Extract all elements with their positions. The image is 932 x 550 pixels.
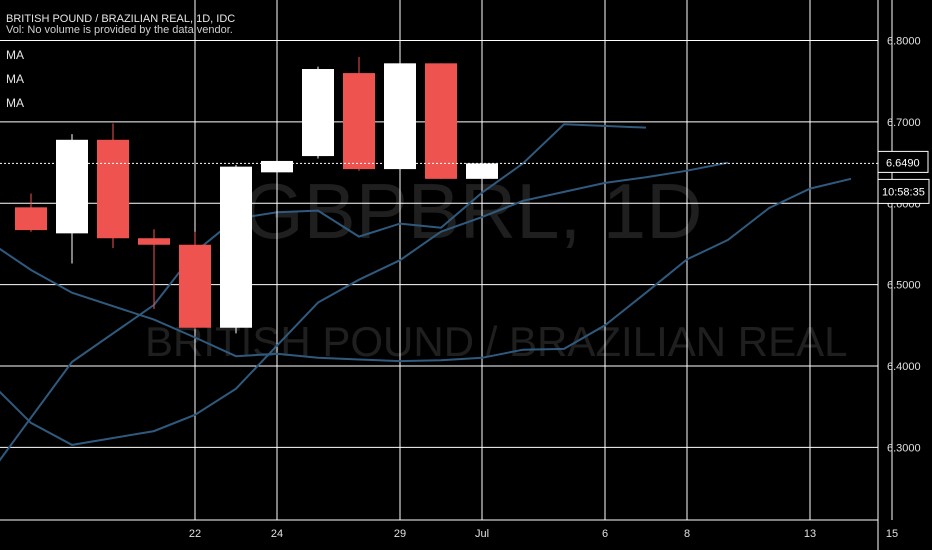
- x-tick-label: 22: [189, 528, 201, 540]
- indicator-ma-3[interactable]: MA: [6, 96, 24, 110]
- y-tick-label: 6.3000: [887, 442, 921, 454]
- candle-down: [425, 63, 457, 179]
- x-tick-label: 8: [684, 528, 690, 540]
- x-tick-label: 15: [886, 528, 898, 540]
- candle-down: [138, 238, 170, 245]
- candles: [15, 47, 498, 334]
- candle-up: [384, 63, 416, 170]
- watermark-description: BRITISH POUND / BRAZILIAN REAL: [145, 318, 847, 365]
- price-tags: 6.6490 10:58:35: [877, 150, 930, 204]
- last-price-label: 6.6490: [886, 157, 920, 169]
- x-tick-label: 13: [804, 528, 816, 540]
- indicator-ma-2[interactable]: MA: [6, 72, 24, 86]
- last-price-tag: 6.6490: [877, 150, 929, 173]
- x-tick-label: 29: [394, 528, 406, 540]
- countdown-label: 10:58:35: [882, 186, 925, 198]
- candle-down: [15, 207, 47, 231]
- ma-line-3: [0, 177, 852, 363]
- x-tick-label: Jul: [475, 528, 489, 540]
- volume-note: Vol: No volume is provided by the data v…: [6, 24, 233, 36]
- countdown-box: [877, 178, 930, 204]
- y-tick-label: 6.5000: [887, 280, 921, 292]
- candle-up: [220, 166, 252, 328]
- countdown-tag: 10:58:35: [877, 178, 930, 204]
- x-tick-label: 6: [602, 528, 608, 540]
- candle-up: [302, 69, 334, 157]
- indicator-ma-1[interactable]: MA: [6, 48, 24, 62]
- chart-legend: BRITISH POUND / BRAZILIAN REAL, 1D, IDC …: [6, 14, 235, 121]
- candle-down: [97, 139, 129, 239]
- candle-down: [343, 73, 375, 170]
- y-tick-label: 6.8000: [887, 36, 921, 48]
- moving-average-lines: [0, 123, 852, 462]
- last-price-box: [877, 150, 929, 173]
- candle-up: [56, 139, 88, 234]
- symbol-watermark: GBPBRL, 1D BRITISH POUND / BRAZILIAN REA…: [145, 167, 847, 365]
- candle-up: [466, 163, 498, 179]
- ma-line-2: [0, 161, 729, 446]
- candle-down: [179, 244, 211, 328]
- y-tick-label: 6.4000: [887, 361, 921, 373]
- ma-line-1: [0, 123, 647, 462]
- time-axis: 22 24 29 Jul 6 8 13 15: [189, 528, 898, 540]
- candle-up: [261, 160, 293, 173]
- x-tick-label: 24: [271, 528, 283, 540]
- y-tick-label: 6.7000: [887, 117, 921, 129]
- symbol-title[interactable]: BRITISH POUND / BRAZILIAN REAL, 1D, IDC: [6, 13, 236, 25]
